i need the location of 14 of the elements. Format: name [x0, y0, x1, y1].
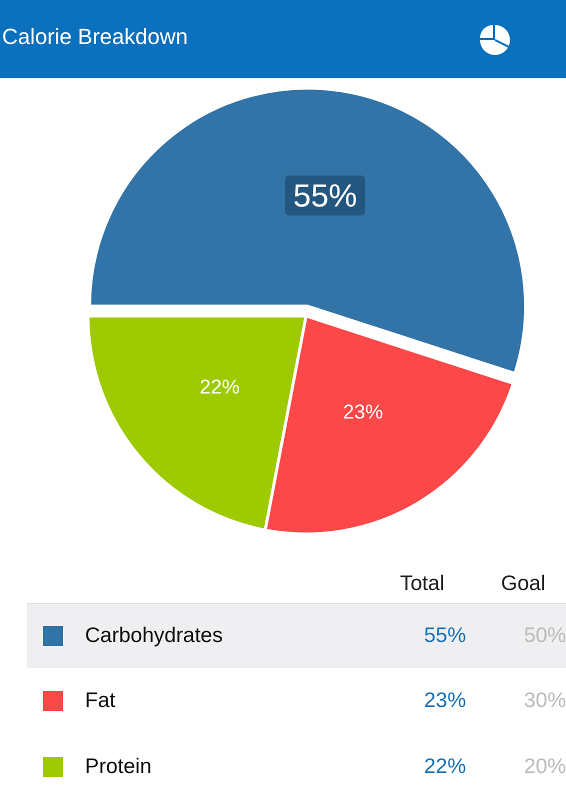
text: Goal [501, 572, 546, 596]
chart-title: Calorie Breakdown [2, 24, 188, 50]
legend-label: Fat [85, 689, 116, 713]
legend-label: Protein [85, 755, 152, 779]
text: 30% [524, 689, 566, 713]
data-label: 22% [200, 376, 240, 398]
text: 20% [524, 755, 566, 779]
text: Total [400, 572, 444, 596]
data-label: 23% [342, 401, 384, 424]
text: 22% [424, 755, 466, 778]
text: 55% [424, 624, 466, 647]
text: 23% [424, 689, 466, 712]
legend-label: Carbohydrates [85, 624, 223, 648]
data-label: 55% [293, 178, 358, 214]
